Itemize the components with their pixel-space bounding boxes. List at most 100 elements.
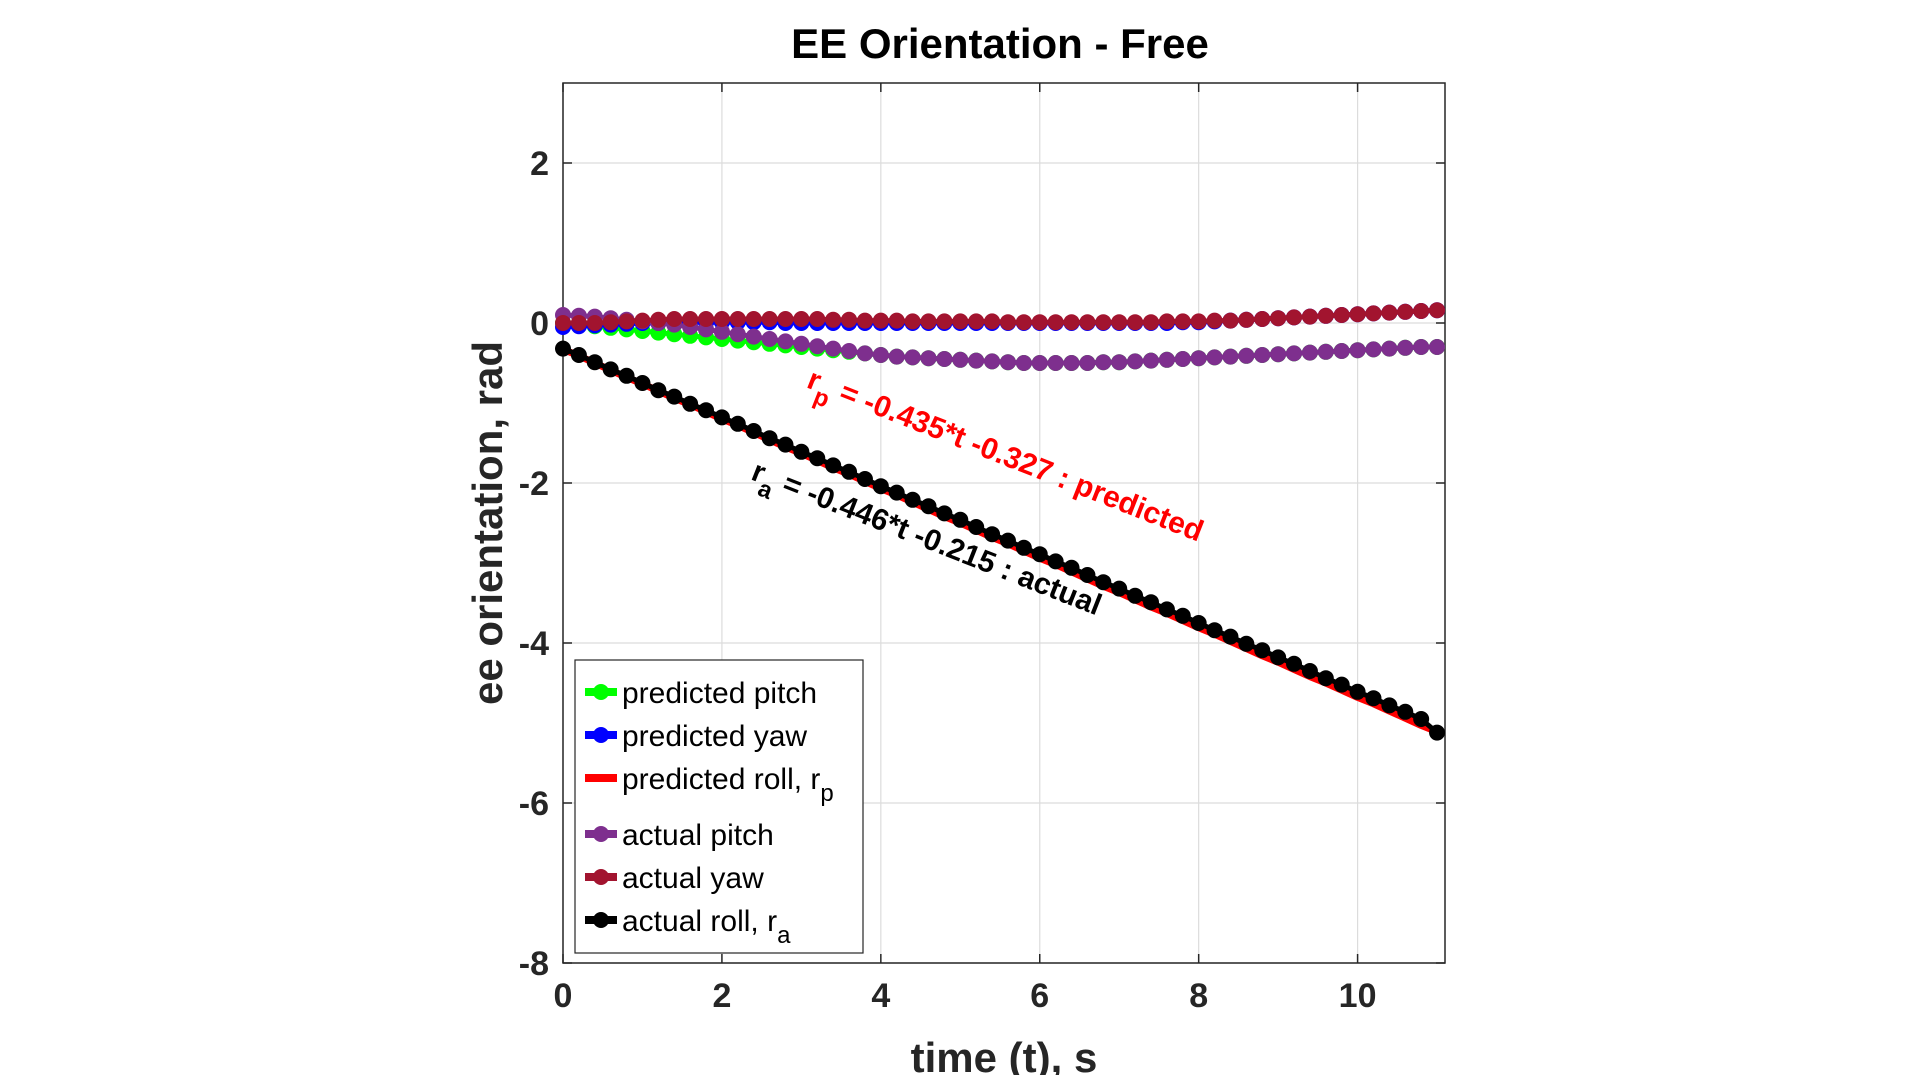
y-tick-label: 2 — [530, 145, 549, 183]
data-point — [1095, 574, 1112, 591]
data-point — [825, 340, 842, 357]
legend-label-text: actual pitch — [622, 819, 774, 852]
data-point — [745, 423, 762, 439]
chart-title: EE Orientation - Free — [791, 20, 1209, 67]
data-point — [1206, 312, 1223, 329]
data-point — [1333, 307, 1350, 323]
data-point — [936, 505, 953, 522]
legend-item: actual pitch — [585, 819, 774, 852]
legend-item: predicted pitch — [585, 677, 817, 710]
data-point — [1238, 347, 1255, 364]
legend-item: predicted yaw — [585, 720, 807, 753]
data-point — [1238, 635, 1255, 652]
data-point — [888, 348, 905, 365]
y-axis-label: ee orientation, rad — [464, 341, 511, 705]
data-point — [1381, 697, 1398, 714]
data-point — [904, 349, 921, 366]
data-point — [904, 491, 921, 508]
data-point — [666, 388, 683, 405]
data-point — [1429, 339, 1446, 355]
data-point — [1015, 539, 1032, 556]
legend-item: actual yaw — [585, 862, 764, 895]
data-point — [952, 351, 969, 368]
data-point — [1174, 351, 1191, 367]
data-point — [1254, 311, 1271, 327]
data-point — [999, 532, 1016, 549]
data-point — [602, 361, 619, 378]
legend-label-text: actual roll, r — [622, 905, 777, 938]
data-point — [1206, 622, 1223, 639]
data-point — [1143, 352, 1159, 369]
legend-label-subscript: a — [777, 922, 791, 949]
data-point — [729, 415, 746, 432]
data-point — [1063, 559, 1080, 576]
data-point — [1047, 314, 1064, 331]
y-tick-label: -4 — [519, 625, 549, 663]
data-point — [698, 402, 715, 419]
data-point — [968, 519, 985, 535]
data-point — [793, 311, 810, 327]
data-point — [809, 450, 826, 467]
data-point — [825, 457, 842, 474]
legend-label-text: predicted pitch — [622, 677, 817, 710]
data-point — [1158, 351, 1175, 368]
plot-area — [562, 82, 1446, 964]
data-point — [634, 375, 651, 391]
data-point — [1127, 314, 1144, 331]
data-point — [1254, 347, 1271, 363]
data-point — [1349, 306, 1366, 323]
data-point — [809, 311, 826, 327]
data-point — [729, 326, 746, 343]
data-point — [1222, 312, 1239, 329]
x-tick-label: 2 — [712, 977, 731, 1015]
legend-box — [574, 659, 864, 954]
data-point — [1270, 346, 1287, 363]
data-point — [1397, 339, 1414, 356]
data-point — [1381, 340, 1398, 357]
x-tick-label: 8 — [1189, 977, 1208, 1015]
data-point — [1095, 354, 1112, 371]
legend-swatch-marker — [593, 727, 609, 743]
data-point — [1397, 703, 1414, 720]
data-point — [968, 352, 985, 369]
data-point — [1286, 309, 1303, 326]
data-point — [1270, 649, 1287, 666]
legend-label: actual pitch — [622, 819, 774, 852]
legend-swatch-marker — [593, 869, 609, 885]
data-point — [761, 311, 778, 327]
data-point — [1222, 628, 1239, 645]
data-point — [1095, 314, 1112, 331]
data-point — [1143, 314, 1159, 331]
data-point — [872, 347, 889, 363]
data-point — [1317, 343, 1334, 360]
data-point — [1301, 663, 1318, 679]
legend-label: predicted pitch — [622, 677, 817, 710]
data-point — [841, 463, 858, 480]
data-point — [872, 478, 889, 495]
legend-item: predicted roll, rp — [585, 763, 834, 807]
data-point — [1301, 344, 1318, 361]
data-point — [1190, 615, 1207, 631]
data-point — [1333, 676, 1350, 693]
y-tick-label: -8 — [519, 945, 549, 983]
legend-swatch-marker — [593, 684, 609, 700]
data-point — [777, 436, 794, 453]
x-tick-label: 10 — [1339, 977, 1377, 1015]
data-point — [1190, 313, 1207, 330]
data-point — [745, 311, 762, 327]
data-point — [586, 315, 603, 331]
data-point — [1174, 607, 1191, 624]
data-point — [1413, 303, 1430, 319]
data-point — [1286, 655, 1303, 672]
data-point — [841, 343, 858, 359]
data-point — [856, 312, 873, 329]
data-point — [888, 484, 905, 501]
data-point — [713, 311, 730, 327]
data-point — [809, 338, 826, 355]
data-point — [618, 313, 635, 330]
data-point — [602, 314, 619, 331]
legend-label-text: predicted yaw — [622, 720, 807, 753]
data-point — [793, 443, 810, 460]
data-point — [1111, 580, 1128, 597]
